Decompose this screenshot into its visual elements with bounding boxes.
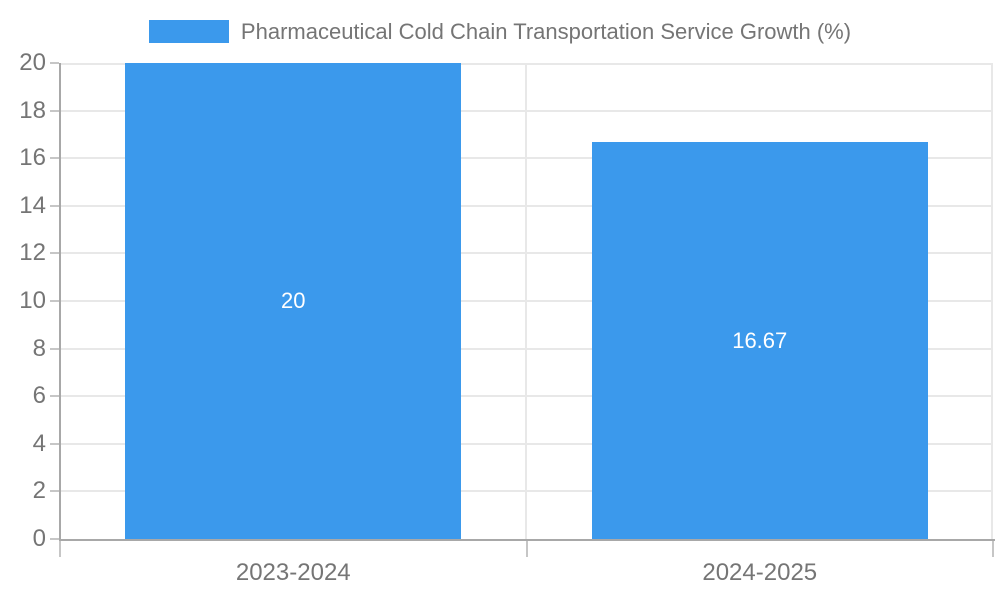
legend-label: Pharmaceutical Cold Chain Transportation… <box>240 18 852 44</box>
y-axis-tick-label: 8 <box>32 334 46 362</box>
bar-value-label: 16.67 <box>732 327 788 353</box>
y-axis-tick-label: 16 <box>19 144 46 172</box>
y-axis-tick <box>50 300 59 302</box>
y-axis-tick-label: 0 <box>32 525 46 552</box>
x-axis-line <box>59 539 995 541</box>
x-axis-category-label: 2024-2025 <box>702 559 818 586</box>
gridline-vertical <box>524 63 527 539</box>
y-axis-tick-label: 4 <box>32 429 46 457</box>
y-axis-tick <box>50 252 59 255</box>
y-axis-tick-label: 6 <box>32 382 46 410</box>
plot-area: 20 16.67 <box>60 63 993 539</box>
y-axis-tick <box>50 442 59 445</box>
gridline-horizontal <box>60 442 993 445</box>
x-axis-tick <box>992 541 994 557</box>
x-axis-tick <box>59 541 61 557</box>
y-axis-tick-label: 12 <box>19 239 46 267</box>
y-axis-tick <box>50 109 59 112</box>
y-axis-tick <box>50 157 59 160</box>
y-axis-tick <box>50 490 59 493</box>
gridline-horizontal <box>60 63 993 65</box>
gridline-horizontal <box>60 204 993 207</box>
bar[interactable]: 16.67 <box>591 142 928 539</box>
y-axis-tick <box>50 62 59 64</box>
legend-color-swatch <box>148 20 229 43</box>
y-axis-tick <box>50 204 59 207</box>
y-axis-tick-label: 14 <box>19 191 46 219</box>
bar-value-label: 20 <box>280 288 306 313</box>
y-axis-tick-label: 20 <box>19 49 46 76</box>
gridline-horizontal <box>60 109 993 112</box>
chart-legend[interactable]: Pharmaceutical Cold Chain Transportation… <box>0 19 1000 44</box>
gridline-vertical <box>991 63 993 539</box>
y-axis-tick <box>50 538 59 540</box>
y-axis-tick-label: 18 <box>19 96 46 124</box>
gridline-horizontal <box>60 347 993 350</box>
x-axis-tick <box>525 541 528 557</box>
gridline-horizontal <box>60 157 993 160</box>
bar[interactable]: 20 <box>125 63 462 539</box>
gridline-horizontal <box>60 395 993 398</box>
gridline-horizontal <box>60 490 993 493</box>
y-axis-tick-label: 10 <box>19 287 46 314</box>
y-axis-tick-label: 2 <box>32 477 46 505</box>
y-axis-tick <box>50 395 59 398</box>
gridline-horizontal <box>60 300 993 302</box>
y-axis-line <box>59 63 61 541</box>
y-axis-tick <box>50 347 59 350</box>
x-axis-category-label: 2023-2024 <box>235 559 351 586</box>
gridline-horizontal <box>60 252 993 255</box>
